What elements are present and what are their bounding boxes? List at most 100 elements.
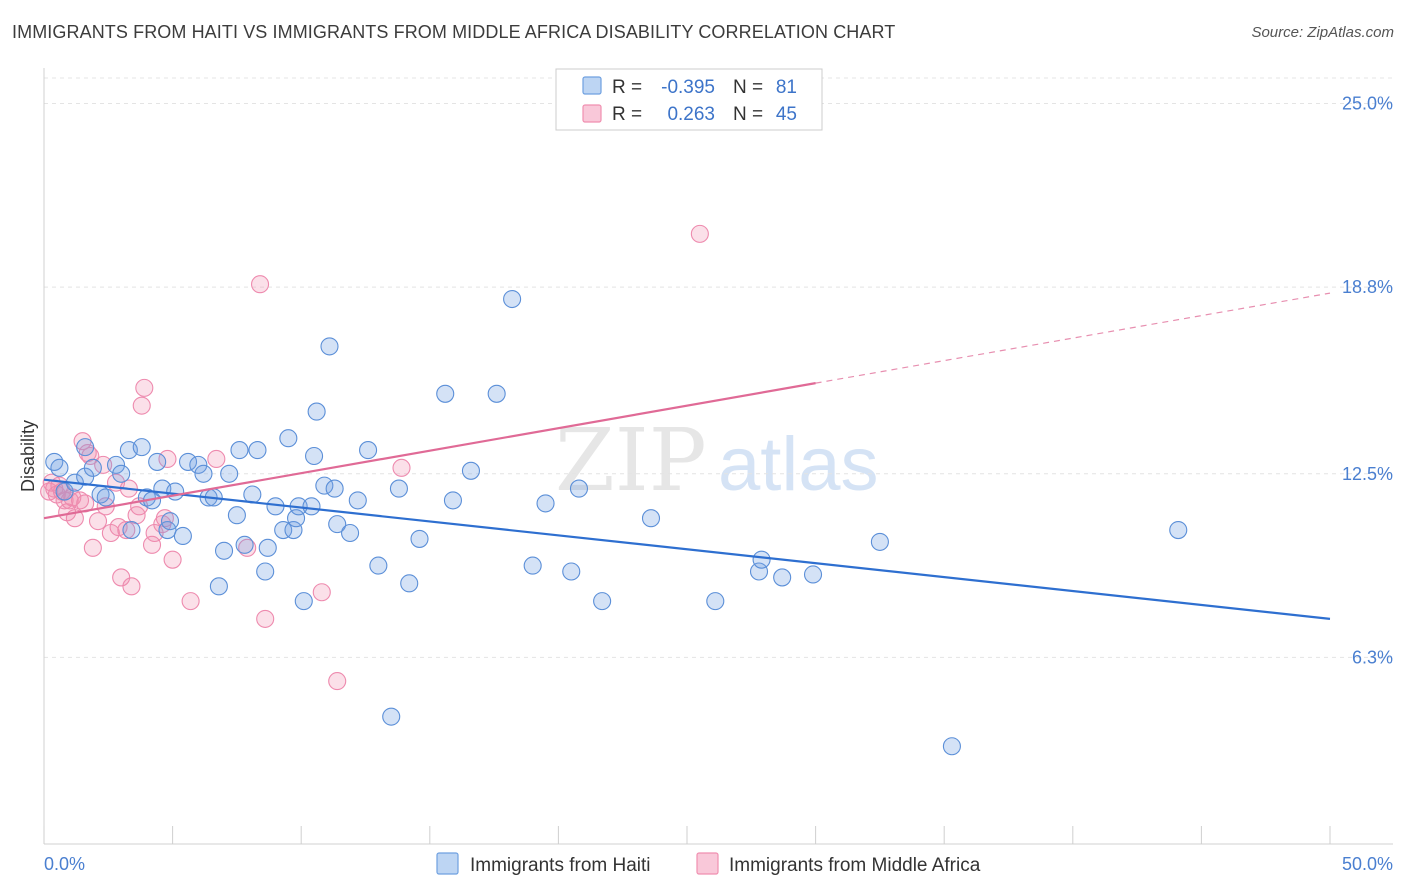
- data-point: [220, 464, 239, 483]
- legend-swatch-middle-africa: [582, 104, 602, 123]
- data-point: [248, 441, 267, 460]
- data-point: [94, 455, 113, 474]
- data-point: [359, 441, 378, 460]
- data-point: [641, 509, 661, 528]
- series-haiti-points: [45, 289, 1188, 756]
- data-point: [81, 446, 100, 466]
- data-point: [382, 707, 401, 726]
- data-point: [227, 506, 246, 525]
- data-point: [325, 479, 344, 498]
- legend-n-value-middle-africa: 45: [776, 104, 797, 125]
- trend-lines: [43, 292, 1331, 620]
- data-point: [83, 538, 102, 557]
- data-point: [214, 541, 234, 560]
- y-axis-tick-labels: 6.3% 12.5% 18.8% 25.0%: [1342, 94, 1393, 668]
- data-point: [773, 568, 792, 587]
- data-point: [593, 592, 612, 611]
- data-point: [803, 565, 823, 584]
- data-point: [341, 523, 360, 543]
- data-point: [287, 509, 306, 528]
- data-point: [562, 562, 581, 581]
- data-point: [461, 461, 481, 480]
- data-point: [142, 535, 162, 554]
- data-point: [158, 449, 177, 469]
- data-point: [258, 538, 277, 557]
- legend-n-label-haiti: N =: [733, 77, 763, 98]
- data-point: [256, 562, 275, 581]
- data-point: [410, 529, 429, 548]
- bottom-legend-label-middle-africa: Immigrants from Middle Africa: [729, 855, 981, 876]
- y-tick-label: 25.0%: [1342, 94, 1393, 114]
- data-point: [392, 458, 411, 477]
- x-axis-ticks: [43, 826, 1331, 844]
- data-point: [45, 452, 64, 471]
- data-point: [155, 509, 174, 528]
- data-point: [250, 275, 270, 294]
- data-point: [389, 479, 408, 498]
- data-point: [274, 520, 293, 540]
- watermark-zip: ZIP: [555, 411, 707, 511]
- data-point: [207, 449, 226, 469]
- watermark-atlas: atlas: [718, 422, 879, 507]
- data-point: [487, 384, 506, 403]
- data-point: [436, 384, 455, 403]
- data-point: [706, 592, 725, 611]
- x-tick-label-min: 0.0%: [44, 854, 85, 874]
- data-point: [230, 441, 249, 460]
- bottom-legend-swatch-middle-africa: [696, 852, 719, 875]
- data-point: [112, 568, 131, 587]
- data-point: [569, 479, 589, 498]
- data-point: [328, 672, 347, 691]
- data-point: [284, 520, 303, 540]
- data-point: [328, 515, 347, 534]
- y-tick-label: 12.5%: [1342, 464, 1393, 484]
- bottom-legend-label-haiti: Immigrants from Haiti: [470, 855, 651, 876]
- trend-line: [43, 478, 1331, 620]
- legend-n-label-middle-africa: N =: [733, 104, 763, 125]
- trend-line-extension: [815, 292, 1331, 384]
- bottom-legend-swatch-haiti: [436, 852, 459, 875]
- data-point: [320, 337, 339, 356]
- data-point: [279, 429, 298, 448]
- data-point: [305, 446, 324, 466]
- data-point: [166, 482, 185, 501]
- data-point: [83, 458, 102, 477]
- data-point: [135, 378, 154, 397]
- data-point: [209, 577, 228, 596]
- y-tick-label: 6.3%: [1352, 647, 1393, 667]
- legend-r-value-middle-africa: 0.263: [667, 104, 715, 125]
- data-point: [122, 577, 141, 596]
- data-point: [307, 402, 326, 421]
- data-point: [752, 550, 771, 569]
- data-point: [312, 583, 331, 602]
- data-point: [117, 520, 136, 540]
- data-point: [749, 562, 769, 581]
- y-axis-label: Disability: [18, 420, 38, 492]
- data-point: [870, 532, 889, 551]
- data-point: [1169, 520, 1188, 540]
- data-point: [256, 609, 275, 628]
- data-point: [315, 476, 334, 495]
- data-point: [942, 737, 961, 756]
- stats-legend: R = -0.395 N = 81 R = 0.263 N = 45: [555, 68, 823, 131]
- data-point: [181, 592, 200, 611]
- data-point: [70, 491, 90, 510]
- data-point: [112, 464, 131, 483]
- chart-source: Source: ZipAtlas.com: [1251, 24, 1394, 41]
- legend-r-label-haiti: R =: [612, 77, 642, 98]
- data-point: [294, 592, 313, 611]
- legend-n-value-haiti: 81: [776, 77, 797, 98]
- data-point: [55, 482, 74, 501]
- legend-r-value-haiti: -0.395: [661, 77, 715, 98]
- data-point: [178, 452, 198, 471]
- data-point: [132, 438, 151, 457]
- data-point: [106, 455, 126, 474]
- data-point: [132, 396, 151, 415]
- data-point: [690, 224, 709, 243]
- y-tick-label: 18.8%: [1342, 277, 1393, 297]
- data-point: [60, 491, 79, 510]
- data-point: [243, 485, 262, 504]
- data-point: [163, 550, 182, 569]
- data-point: [302, 497, 321, 516]
